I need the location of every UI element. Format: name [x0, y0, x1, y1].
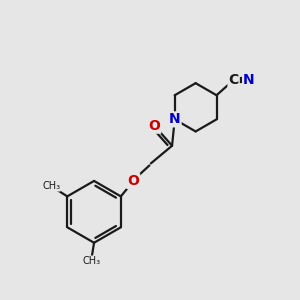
Text: CH₃: CH₃ [82, 256, 100, 266]
Text: C: C [229, 73, 239, 87]
Text: N: N [243, 73, 255, 87]
Text: CH₃: CH₃ [42, 181, 60, 191]
Text: N: N [169, 112, 181, 126]
Text: O: O [127, 174, 139, 188]
Text: O: O [148, 119, 160, 133]
